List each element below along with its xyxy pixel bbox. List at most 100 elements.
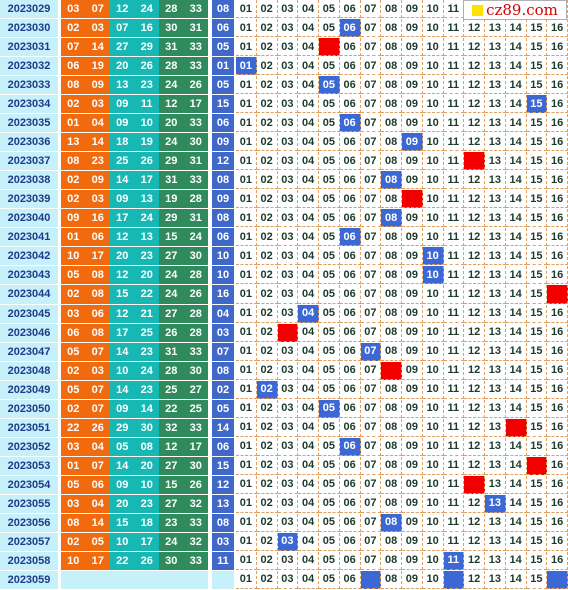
red-ball: 23 [134,342,159,361]
red-ball: 23 [134,494,159,513]
red-ball: 25 [134,323,159,342]
trend-cell-05: 05 [319,114,340,133]
red-ball: 10 [134,114,159,133]
red-ball: 11 [134,95,159,114]
red-ball [110,570,135,589]
trend-cell-03: 03 [277,247,299,266]
red-ball: 15 [110,285,135,304]
trend-cell-14: 14 [505,361,527,380]
trend-cell-01: 01 [236,209,257,228]
issue-number: 2023047 [0,342,58,361]
trend-cell-12: 12 [464,171,485,190]
red-ball: 23 [159,513,184,532]
red-ball: 22 [134,285,159,304]
trend-cell-03: 03 [277,171,299,190]
trend-cell-16: 16 [547,95,568,114]
blue-ball: 07 [212,342,234,361]
trend-cell-07: 07 [360,171,382,190]
trend-cell-05: 05 [319,323,340,342]
trend-cell-12: 12 [464,57,485,76]
trend-cell-05: 05 [319,285,340,304]
trend-cell-04: 04 [298,133,319,152]
trend-cell-15: 15 [526,418,548,437]
red-ball: 27 [159,247,184,266]
trend-cell-11: 11 [443,304,465,323]
trend-cell-03: 03 [277,418,299,437]
trend-cell-04: 04 [298,247,319,266]
trend-cell-14: 14 [505,323,527,342]
trend-cell-02: 02 [256,285,278,304]
red-ball: 03 [61,437,86,456]
red-ball: 05 [85,532,110,551]
trend-cell-11: 11 [443,38,465,57]
red-ball: 03 [61,0,86,19]
trend-cell-09: 09 [402,266,423,285]
trend-cell-07: 07 [360,285,382,304]
trend-cell-09: 09 [402,437,423,456]
red-ball: 28 [183,304,208,323]
blue-ball: 08 [212,513,234,532]
trend-cell-07: 07 [360,57,382,76]
trend-cell-02: 02 [256,171,278,190]
blue-ball: 03 [212,323,234,342]
red-ball: 15 [159,475,184,494]
red-ball: 26 [159,323,184,342]
trend-cell-06: 06 [339,152,361,171]
trend-cell-04: 04 [298,228,319,247]
issue-number: 2023030 [0,19,58,38]
trend-cell-04: 04 [298,361,319,380]
trend-cell-11: 11 [443,437,465,456]
trend-cell-10: 10 [422,437,444,456]
red-ball: 28 [183,266,208,285]
trend-cell-14: 14 [505,551,527,570]
red-ball: 03 [61,494,86,513]
trend-cell-09: 09 [402,247,423,266]
trend-cell-16: 16 [547,532,568,551]
red-ball: 09 [110,399,135,418]
trend-cell-10: 10 [422,532,444,551]
red-ball: 10 [61,247,86,266]
trend-cell-08: 08 [381,171,402,190]
trend-cell-10: 10 [422,475,444,494]
trend-cell-02: 02 [256,57,278,76]
trend-cell-09: 09 [402,152,423,171]
trend-cell-08: 08 [381,418,402,437]
trend-cell-14: 14 [505,304,527,323]
trend-cell-04: 04 [298,0,319,19]
trend-cell-14: 14 [505,190,527,209]
trend-cell-04: 04 [298,342,319,361]
trend-cell-13: 13 [485,57,506,76]
trend-cell-05: 05 [319,570,340,589]
red-ball: 15 [159,228,184,247]
trend-cell-01: 01 [236,418,257,437]
trend-cell-01: 01 [236,95,257,114]
trend-cell-14: 14 [505,114,527,133]
trend-cell-01: 01 [236,532,257,551]
site-logo[interactable]: cz89.com [463,0,567,20]
trend-cell-10: 10 [422,19,444,38]
red-ball: 12 [159,95,184,114]
red-ball: 08 [61,513,86,532]
issue-number: 2023033 [0,76,58,95]
trend-cell-08: 08 [381,342,402,361]
red-ball: 10 [110,532,135,551]
blue-ball: 09 [212,190,234,209]
trend-cell-15: 15 [526,304,548,323]
blue-ball: 16 [212,285,234,304]
trend-cell-09: 09 [402,114,423,133]
trend-cell-05: 05 [319,190,340,209]
red-ball: 05 [61,266,86,285]
trend-cell-08: 08 [381,513,402,532]
trend-cell-12: 12 [464,551,485,570]
issue-number: 2023051 [0,418,58,437]
red-ball: 23 [85,152,110,171]
trend-cell-14: 14 [505,133,527,152]
trend-cell-07: 07 [360,323,382,342]
trend-cell-06: 06 [339,190,361,209]
red-ball: 08 [134,437,159,456]
trend-cell-08: 08 [381,209,402,228]
red-ball: 26 [85,418,110,437]
trend-cell-11 [443,570,465,589]
red-ball: 02 [61,171,86,190]
red-ball: 24 [159,76,184,95]
